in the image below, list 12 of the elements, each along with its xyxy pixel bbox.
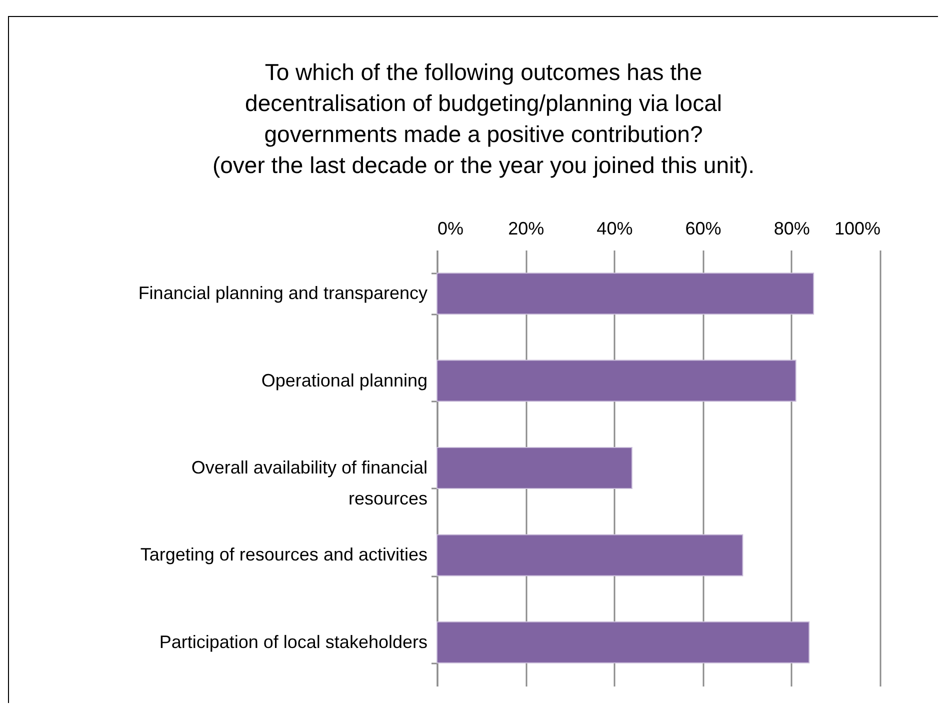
y-tick-label: Operational planning — [261, 370, 428, 390]
y-tick-label: Participation of local stakeholders — [159, 632, 428, 652]
x-tick-label: 0% — [438, 218, 464, 238]
x-tick-label: 80% — [774, 218, 810, 238]
x-tick-label: 20% — [508, 218, 544, 238]
chart-title: To which of the following outcomes has the decentralisation of budgeting/planning via local governments made a positive contribution? (over the last decade or the year you joined this unit). — [212, 59, 755, 178]
x-tick-label: 100% — [834, 218, 880, 238]
y-tick-label: Targeting of resources and activities — [140, 544, 428, 565]
y-tick-label: Overall availability of financial resources — [191, 458, 428, 508]
x-tick-label: 60% — [685, 218, 722, 238]
x-tick-label: 40% — [596, 218, 633, 238]
y-tick-label: Financial planning and transparency — [138, 283, 428, 304]
